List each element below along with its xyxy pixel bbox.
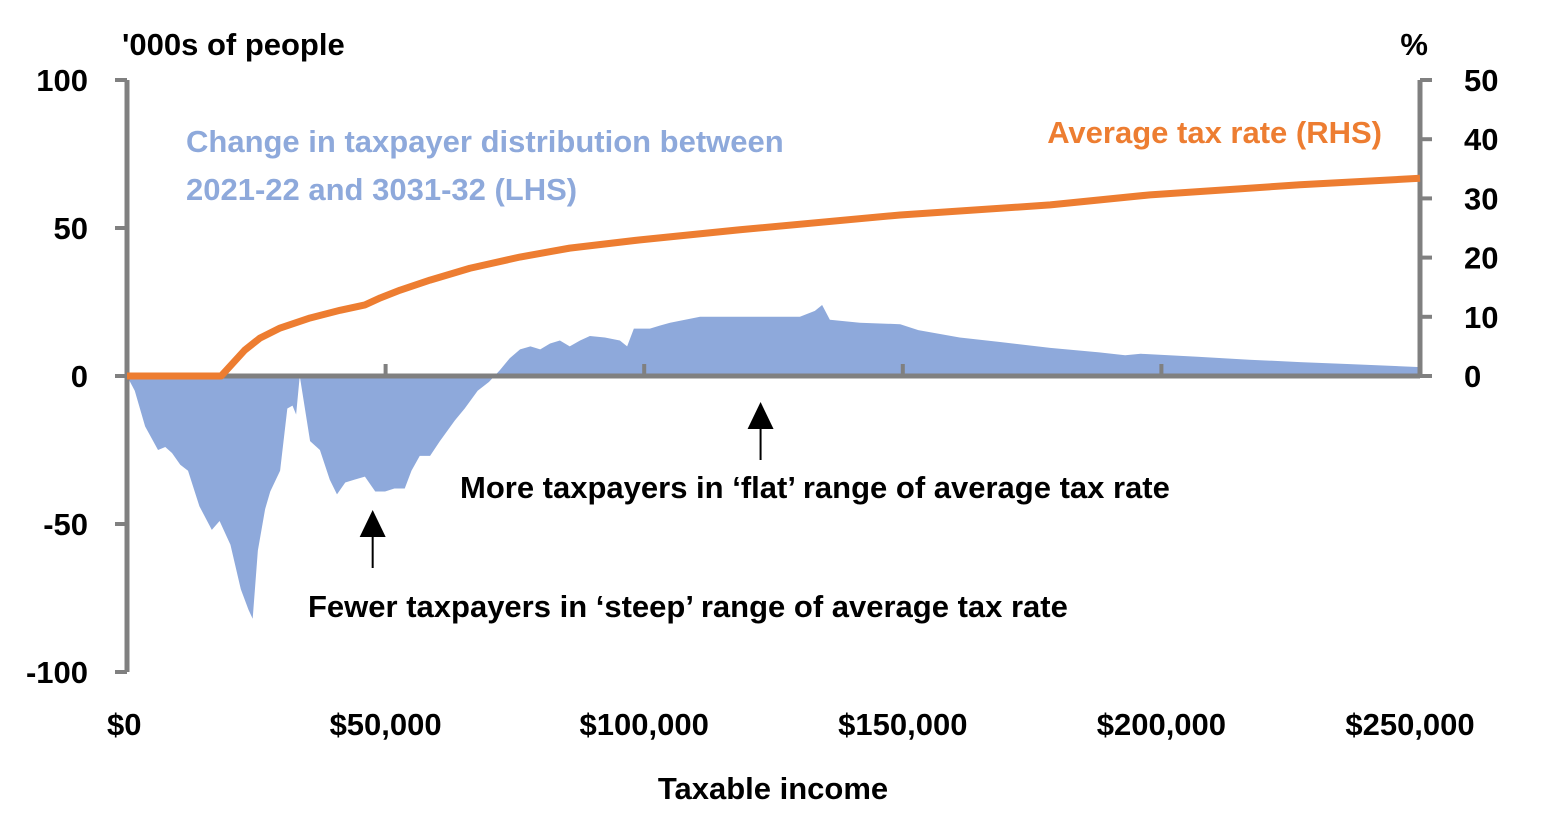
y-left-tick-label: 50 (54, 211, 88, 246)
annotation-fewer-taxpayers: Fewer taxpayers in ‘steep’ range of aver… (308, 589, 1068, 624)
x-tick-label: $100,000 (580, 707, 709, 742)
annotation-more-taxpayers: More taxpayers in ‘flat’ range of averag… (460, 470, 1170, 505)
tax-rate-line-layer (127, 174, 1421, 380)
annotation-arrows (359, 402, 774, 568)
tick-labels: $0 $50,000 $100,000 $150,000 $200,000 $250,00… (26, 63, 1499, 742)
y-right-tick-label: 30 (1464, 181, 1498, 216)
y-right-tick-label: 0 (1464, 359, 1481, 394)
axes (115, 78, 1432, 674)
distribution-area-layer (127, 304, 1420, 619)
y-right-tick-label: 50 (1464, 63, 1498, 98)
y-right-tick-label: 20 (1464, 241, 1498, 276)
y-left-tick-label: -50 (43, 507, 88, 542)
right-axis-unit-label: % (1400, 27, 1428, 62)
x-tick-label: $250,000 (1345, 707, 1474, 742)
x-axis-title: Taxable income (658, 771, 888, 806)
tax-rate-line (127, 174, 1421, 380)
x-tick-label: $0 (107, 707, 141, 742)
y-right-tick-label: 10 (1464, 300, 1498, 335)
area-series-label-line1: Change in taxpayer distribution between (186, 124, 784, 159)
y-left-tick-label: 100 (36, 63, 88, 98)
y-left-tick-label: 0 (71, 359, 88, 394)
x-tick-label: $200,000 (1097, 707, 1226, 742)
area-series-label-line2: 2021-22 and 3031-32 (LHS) (186, 172, 577, 207)
x-tick-label: $150,000 (838, 707, 967, 742)
y-right-tick-label: 40 (1464, 122, 1498, 157)
y-left-tick-label: -100 (26, 655, 88, 690)
left-axis-unit-label: '000s of people (122, 27, 345, 62)
flat-range-arrow-head-icon (747, 402, 774, 429)
line-series-label: Average tax rate (RHS) (1047, 115, 1382, 150)
x-tick-label: $50,000 (330, 707, 442, 742)
steep-range-arrow-head-icon (359, 510, 386, 537)
distribution-area (127, 304, 1420, 619)
